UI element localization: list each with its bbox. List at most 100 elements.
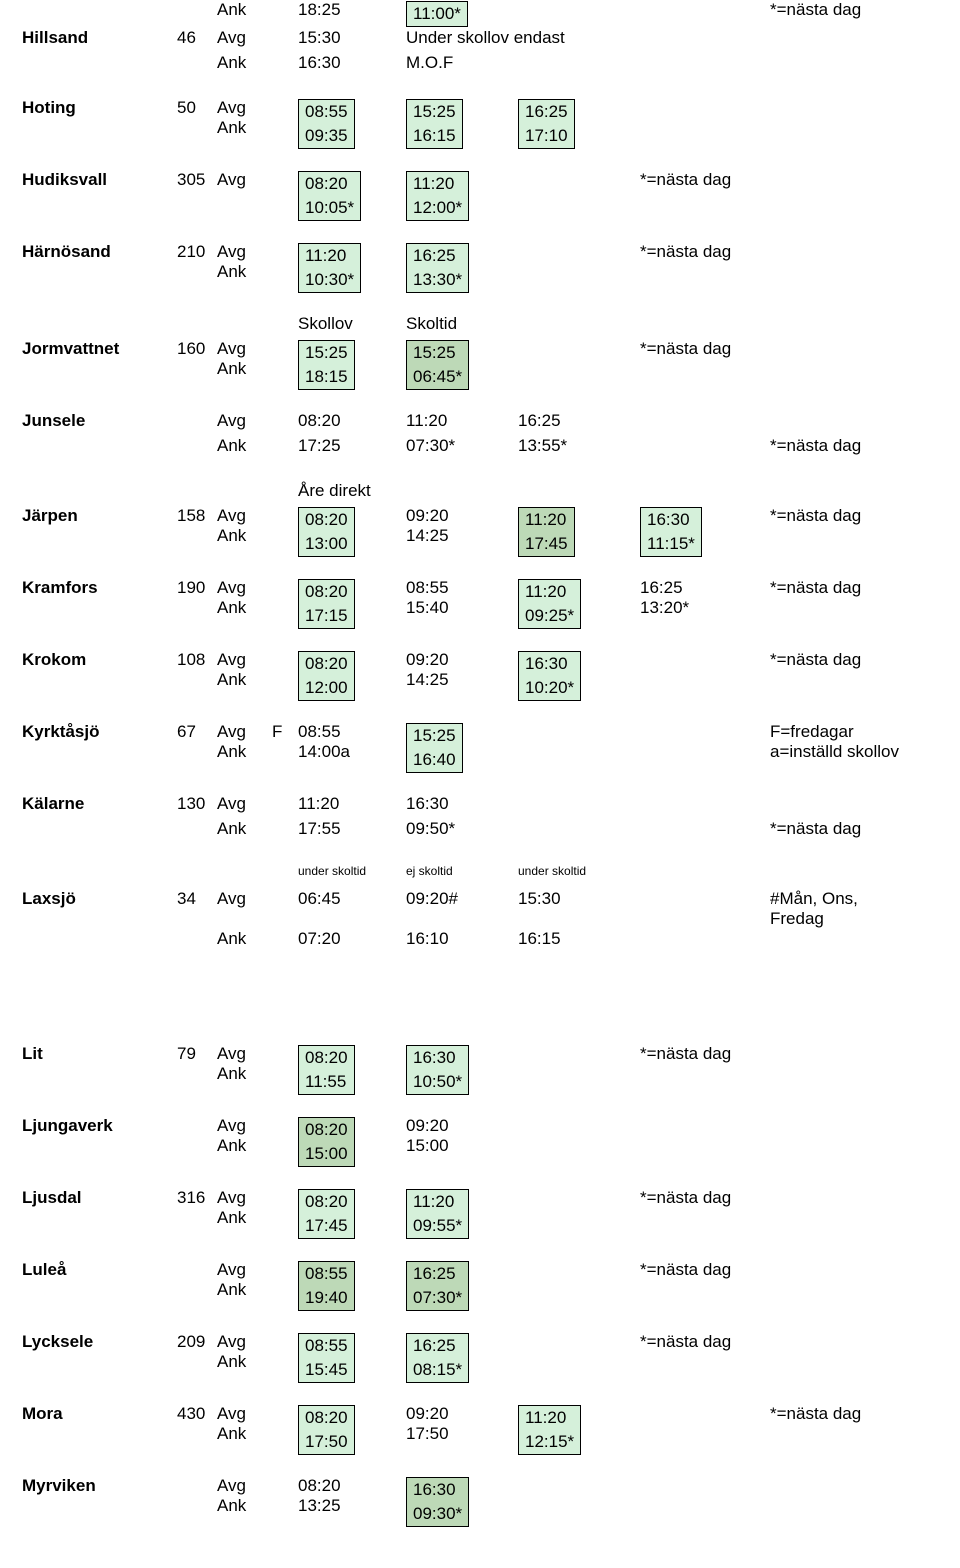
time-value: 17:45 [525, 532, 568, 556]
time-box: 08:2017:15 [298, 579, 355, 629]
time-value: 17:50 [406, 1424, 508, 1444]
time-value: 19:40 [305, 1286, 348, 1310]
station-name: Hillsand [22, 28, 177, 48]
time-value: 15:25 [305, 341, 348, 365]
time-box: 08:2012:00 [298, 651, 355, 701]
time-value: 17:45 [305, 1214, 348, 1238]
station-km: 108 [177, 650, 217, 670]
time-value: 16:25 [518, 411, 640, 431]
note-text: *=nästa dag [770, 506, 910, 526]
dep-arr-label: Ank [217, 670, 262, 690]
dep-arr-label: Ank [217, 1424, 262, 1444]
note-text: *=nästa dag [640, 170, 760, 190]
time-value: 15:00 [305, 1142, 348, 1166]
time-value: 07:30* [413, 1286, 462, 1310]
station-km: 130 [177, 794, 217, 814]
station-name: Myrviken [22, 1476, 177, 1496]
note-text: Under skollov endast [406, 28, 920, 48]
time-value: 16:40 [413, 748, 456, 772]
time-value: 15:25 [413, 100, 456, 124]
dep-arr-label: Avg [217, 1332, 262, 1352]
dep-arr-label: Avg [217, 242, 262, 262]
note-text: F=fredagar [770, 722, 910, 742]
column-header: under skoltid [298, 864, 406, 878]
station-km: 430 [177, 1404, 217, 1424]
station-km: 305 [177, 170, 217, 190]
column-header: Åre direkt [298, 481, 406, 501]
time-value: 08:20 [305, 1118, 348, 1142]
time-box: 11:2012:00* [406, 171, 469, 221]
time-value: 08:55 [305, 1262, 348, 1286]
time-value: 14:00a [298, 742, 396, 762]
time-value: 08:20 [305, 508, 348, 532]
time-value: 08:20 [305, 652, 348, 676]
note-text: *=nästa dag [640, 1260, 760, 1280]
prefix-text: F [272, 722, 288, 742]
time-value: 12:00* [413, 196, 462, 220]
time-value: 09:30* [413, 1502, 462, 1526]
time-value: 07:30* [406, 436, 518, 456]
time-box: 11:2010:30* [298, 243, 361, 293]
time-value: 08:20 [305, 172, 354, 196]
station-name: Härnösand [22, 242, 177, 262]
time-value: 15:00 [406, 1136, 508, 1156]
time-value: 11:20 [525, 508, 568, 532]
station-name: Hoting [22, 98, 177, 118]
station-km: 50 [177, 98, 217, 118]
time-value: 13:25 [298, 1496, 396, 1516]
station-km: 158 [177, 506, 217, 526]
time-box: 08:2013:00 [298, 507, 355, 557]
station-name: Ljusdal [22, 1188, 177, 1208]
time-value: 11:20 [406, 411, 518, 431]
time-value: 11:20 [525, 580, 574, 604]
time-value: 16:30 [406, 794, 518, 814]
note-text: *=nästa dag [770, 436, 920, 456]
time-value: 06:45* [413, 365, 462, 389]
time-value: 10:20* [525, 676, 574, 700]
time-box: 15:2516:40 [406, 723, 463, 773]
station-name: Lycksele [22, 1332, 177, 1352]
dep-arr-label: Avg [217, 650, 262, 670]
dep-arr-label: Avg [217, 1404, 262, 1424]
time-box: 15:2506:45* [406, 340, 469, 390]
dep-arr-label: Avg [217, 411, 272, 431]
dep-arr-label: Avg [217, 1260, 262, 1280]
time-value: 15:30 [298, 28, 406, 48]
dep-arr-label: Avg [217, 722, 262, 742]
dep-arr-label: Avg [217, 578, 262, 598]
column-header: under skoltid [518, 864, 640, 878]
time-value: 09:20 [406, 1404, 508, 1424]
time-value: 16:15 [413, 124, 456, 148]
time-box: 15:2518:15 [298, 340, 355, 390]
dep-arr-label: Ank [217, 526, 262, 546]
note-text: *=nästa dag [770, 578, 910, 598]
time-value: 08:20 [305, 1046, 348, 1070]
dep-arr-label: Ank [217, 1064, 262, 1084]
station-km: 160 [177, 339, 217, 359]
time-value: 14:25 [406, 670, 508, 690]
time-value: 08:55 [305, 100, 348, 124]
time-value: 09:20 [406, 650, 508, 670]
column-header: Skoltid [406, 314, 518, 334]
station-name: Hudiksvall [22, 170, 177, 190]
time-value: 17:55 [298, 819, 406, 839]
dep-arr-label: Ank [217, 929, 272, 949]
time-box: 15:2516:15 [406, 99, 463, 149]
dep-arr-label: Avg [217, 1044, 262, 1064]
note-text: M.O.F [406, 53, 920, 73]
dep-arr-label: Ank [217, 1280, 262, 1300]
time-value: 08:15* [413, 1358, 462, 1382]
time-box: 16:3011:15* [640, 507, 702, 557]
dep-arr-label: Avg [217, 170, 262, 190]
station-name: Mora [22, 1404, 177, 1424]
time-value: 17:25 [298, 436, 406, 456]
time-value: 09:20 [406, 506, 508, 526]
time-box: 11:2012:15* [518, 1405, 581, 1455]
station-name: Laxsjö [22, 889, 177, 909]
time-value: 08:20 [305, 1406, 348, 1430]
dep-arr-label: Ank [217, 1136, 262, 1156]
time-value: 11:20 [413, 1190, 462, 1214]
time-value: 13:30* [413, 268, 462, 292]
time-box: 08:2015:00 [298, 1117, 355, 1167]
dep-arr-label: Ank [217, 436, 272, 456]
